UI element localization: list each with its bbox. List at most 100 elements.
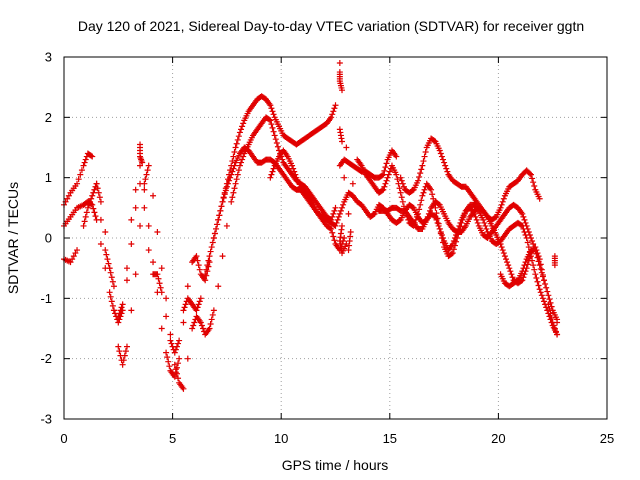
data-point	[193, 253, 200, 260]
data-point	[330, 210, 337, 217]
data-point	[554, 319, 561, 326]
data-point	[431, 137, 438, 144]
data-point	[163, 313, 170, 320]
data-point	[230, 165, 237, 172]
data-point	[203, 266, 210, 273]
data-point	[471, 210, 478, 217]
data-point	[451, 235, 458, 241]
data-point	[409, 204, 416, 211]
data-point	[119, 361, 126, 368]
data-point	[123, 343, 130, 350]
data-point	[396, 217, 403, 224]
data-point	[176, 337, 183, 344]
x-tick-label: 0	[60, 431, 67, 446]
x-tick-label: 10	[274, 431, 288, 446]
data-point	[150, 259, 157, 266]
data-point	[440, 156, 447, 163]
data-point	[109, 302, 116, 309]
data-point	[547, 299, 554, 306]
data-point	[536, 262, 543, 269]
data-point	[77, 171, 84, 178]
data-point	[384, 174, 391, 181]
data-point	[121, 352, 128, 359]
data-point	[165, 358, 172, 365]
data-point	[292, 171, 299, 178]
series-arc-4	[267, 147, 561, 323]
data-point	[115, 343, 122, 350]
data-point	[432, 213, 439, 220]
data-point	[450, 246, 457, 253]
data-point	[272, 136, 279, 143]
data-point	[128, 307, 135, 314]
data-point	[156, 280, 163, 287]
data-point	[143, 171, 150, 178]
data-point	[274, 143, 281, 150]
data-point	[279, 156, 286, 163]
data-point	[132, 186, 139, 193]
data-point	[330, 108, 337, 115]
data-point	[531, 244, 538, 251]
data-point	[239, 156, 246, 163]
data-point	[74, 247, 81, 254]
data-point	[210, 235, 217, 241]
data-point	[417, 201, 424, 208]
data-point	[518, 222, 525, 229]
data-point	[289, 162, 296, 169]
series-arc-3	[61, 144, 561, 356]
data-point	[449, 250, 456, 257]
ticks-layer: 0 5 10 15 20 25 -3 -2 -1 0 1 2 3	[40, 50, 614, 447]
y-tick-label: 1	[45, 170, 52, 185]
data-point	[537, 289, 544, 296]
data-point	[456, 222, 463, 229]
data-point	[498, 244, 505, 251]
data-point	[343, 144, 350, 151]
data-point	[448, 250, 455, 257]
data-point	[546, 313, 553, 320]
data-point	[413, 213, 420, 220]
data-point	[525, 244, 532, 251]
data-point	[228, 198, 235, 205]
data-point	[409, 187, 416, 194]
data-point	[123, 277, 130, 284]
y-tick-label: -2	[40, 351, 52, 366]
data-point	[82, 156, 89, 163]
data-point	[438, 231, 445, 238]
data-point	[216, 212, 223, 219]
data-point	[91, 209, 98, 216]
data-point	[513, 277, 520, 284]
data-point	[542, 301, 549, 308]
x-tick-label: 25	[600, 431, 614, 446]
data-point	[116, 316, 123, 323]
data-point	[209, 239, 216, 246]
data-point	[230, 189, 237, 196]
data-point	[167, 331, 174, 338]
data-point	[195, 301, 202, 308]
data-point	[541, 298, 548, 305]
data-point	[543, 304, 550, 311]
data-point	[171, 373, 178, 380]
data-point	[522, 231, 529, 238]
data-point	[267, 102, 274, 109]
data-point	[189, 325, 196, 332]
data-point	[380, 171, 387, 178]
data-point	[526, 170, 533, 177]
data-point	[75, 176, 82, 183]
data-point	[420, 158, 427, 165]
data-point	[332, 102, 339, 109]
data-point	[551, 253, 558, 260]
data-point	[158, 265, 165, 272]
data-point	[431, 213, 438, 220]
data-point	[501, 253, 508, 260]
data-point	[173, 370, 180, 377]
data-point	[193, 307, 200, 314]
data-point	[229, 158, 236, 165]
data-point	[115, 319, 122, 326]
data-point	[437, 228, 444, 235]
data-point	[331, 237, 338, 244]
data-point	[102, 247, 109, 254]
data-point	[429, 191, 436, 198]
data-point	[397, 189, 404, 196]
data-point	[202, 271, 209, 278]
data-point	[327, 225, 334, 232]
